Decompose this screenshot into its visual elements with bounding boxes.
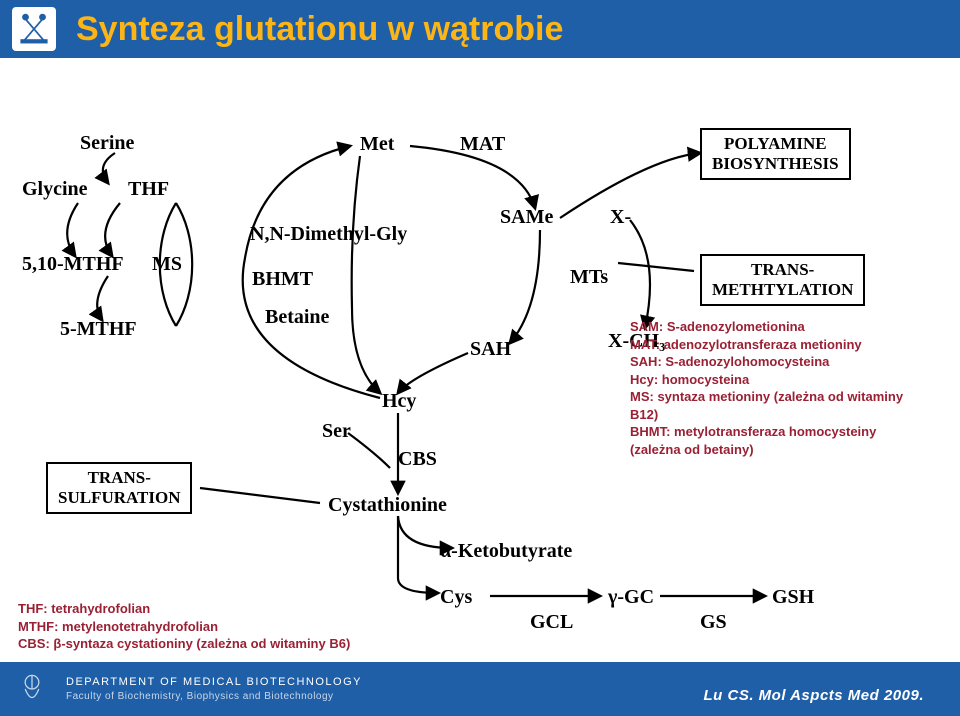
node-cbs: CBS (398, 448, 437, 471)
node-bhmt: BHMT (252, 268, 313, 291)
pathway-diagram: Serine Glycine THF 5,10-MTHF MS 5-MTHF M… (0, 58, 960, 662)
node-gsh: GSH (772, 586, 814, 609)
page-title: Synteza glutationu w wątrobie (76, 10, 563, 49)
node-ser: Ser (322, 420, 351, 443)
node-cys: Cys (440, 586, 472, 609)
node-mat: MAT (460, 133, 505, 156)
node-sah: SAH (470, 338, 511, 361)
footer-logo (12, 669, 52, 709)
box-polyamine: POLYAMINEBIOSYNTHESIS (700, 128, 851, 180)
glossary-right: SAM: S-adenozylometioninaMAT: adenozylot… (630, 318, 930, 458)
node-gs: GS (700, 611, 727, 634)
node-aketo: α-Ketobutyrate (440, 540, 572, 563)
node-510mthf: 5,10-MTHF (22, 253, 124, 276)
footer-text: DEPARTMENT OF MEDICAL BIOTECHNOLOGY Facu… (66, 675, 362, 702)
footer-line1: DEPARTMENT OF MEDICAL BIOTECHNOLOGY (66, 675, 362, 689)
node-gcl: GCL (530, 611, 573, 634)
node-x: X- (610, 206, 631, 229)
title-bar: Synteza glutationu w wątrobie (0, 0, 960, 58)
node-ms: MS (152, 253, 182, 276)
node-ggc: γ-GC (608, 586, 654, 609)
citation: Lu CS. Mol Aspcts Med 2009. (704, 687, 925, 704)
glossary-left: THF: tetrahydrofolianMTHF: metylenotetra… (18, 600, 438, 653)
uj-logo (12, 7, 56, 51)
node-serine: Serine (80, 132, 134, 155)
footer-bar: DEPARTMENT OF MEDICAL BIOTECHNOLOGY Facu… (0, 662, 960, 716)
box-transmeth: TRANS-METHTYLATION (700, 254, 865, 306)
footer-line2: Faculty of Biochemistry, Biophysics and … (66, 690, 362, 703)
node-thf: THF (128, 178, 169, 201)
node-met: Met (360, 133, 394, 156)
node-cyst: Cystathionine (328, 494, 447, 517)
node-hcy: Hcy (382, 390, 416, 413)
box-transsulf: TRANS-SULFURATION (46, 462, 192, 514)
node-betaine: Betaine (265, 306, 329, 329)
node-glycine: Glycine (22, 178, 88, 201)
node-nndmg: N,N-Dimethyl-Gly (250, 223, 407, 246)
node-mts: MTs (570, 266, 608, 289)
node-same: SAMe (500, 206, 553, 229)
node-5mthf: 5-MTHF (60, 318, 137, 341)
